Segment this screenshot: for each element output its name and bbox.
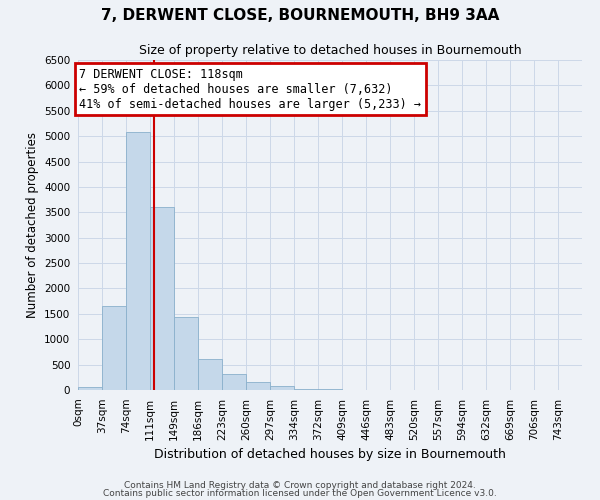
Bar xyxy=(222,374,246,390)
Bar xyxy=(150,207,173,390)
Text: Contains HM Land Registry data © Crown copyright and database right 2024.: Contains HM Land Registry data © Crown c… xyxy=(124,480,476,490)
Bar xyxy=(294,389,318,390)
Bar xyxy=(174,318,198,390)
Bar xyxy=(126,132,150,390)
Y-axis label: Number of detached properties: Number of detached properties xyxy=(26,132,38,318)
X-axis label: Distribution of detached houses by size in Bournemouth: Distribution of detached houses by size … xyxy=(154,448,506,461)
Text: Contains public sector information licensed under the Open Government Licence v3: Contains public sector information licen… xyxy=(103,489,497,498)
Text: 7, DERWENT CLOSE, BOURNEMOUTH, BH9 3AA: 7, DERWENT CLOSE, BOURNEMOUTH, BH9 3AA xyxy=(101,8,499,22)
Bar xyxy=(246,382,270,390)
Text: 7 DERWENT CLOSE: 118sqm
← 59% of detached houses are smaller (7,632)
41% of semi: 7 DERWENT CLOSE: 118sqm ← 59% of detache… xyxy=(79,68,421,110)
Bar xyxy=(78,386,102,390)
Bar xyxy=(270,386,294,390)
Title: Size of property relative to detached houses in Bournemouth: Size of property relative to detached ho… xyxy=(139,44,521,58)
Bar xyxy=(198,358,222,390)
Bar xyxy=(102,306,126,390)
